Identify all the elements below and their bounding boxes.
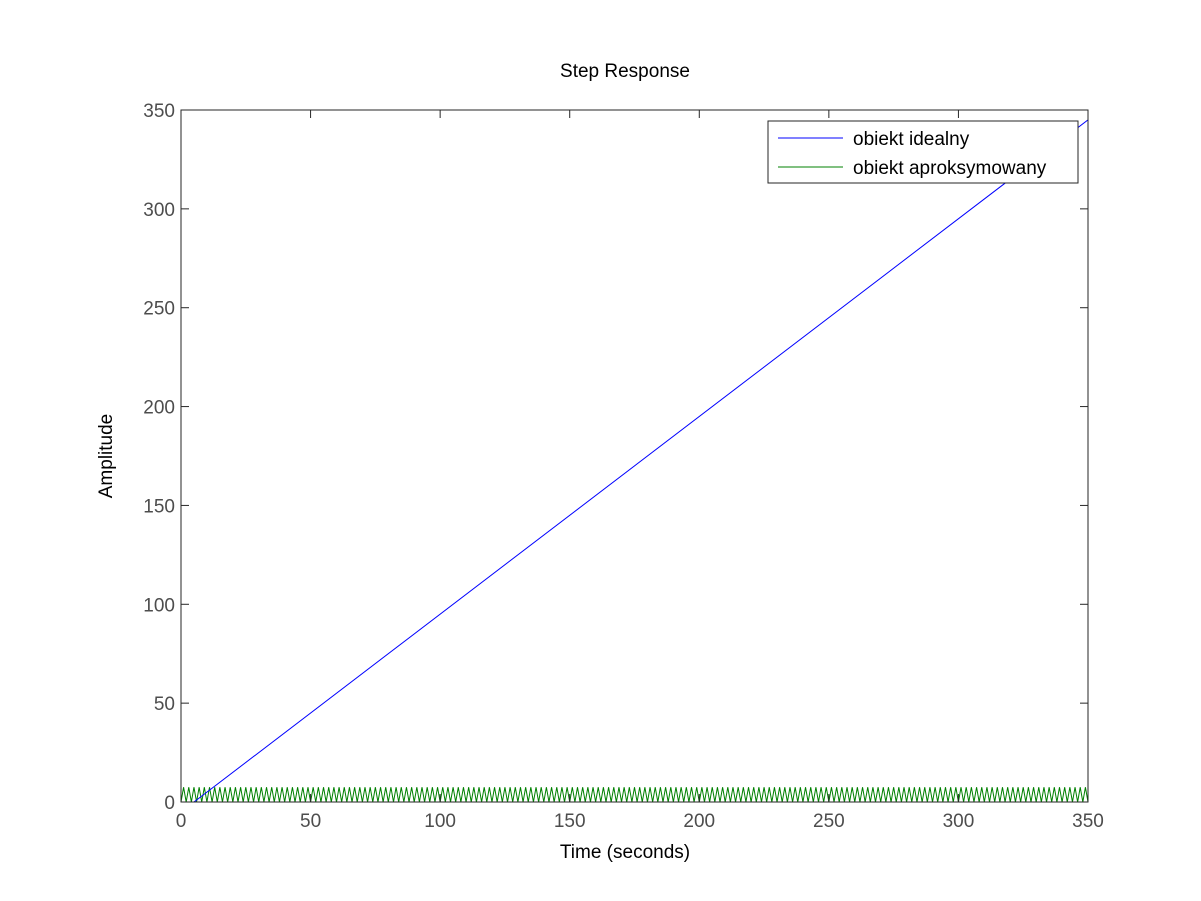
x-axis-label: Time (seconds) <box>560 842 690 863</box>
x-tick-label: 200 <box>683 811 715 832</box>
y-tick-label: 350 <box>143 101 175 122</box>
y-tick-label: 200 <box>143 398 175 419</box>
legend-label-series-1: obiekt idealny <box>853 129 970 150</box>
x-tick-label: 0 <box>176 811 187 832</box>
y-axis-label: Amplitude <box>96 414 117 499</box>
x-tick-label: 150 <box>554 811 586 832</box>
tick-layer: 0 50 100 150 200 250 300 350 0 50 100 150 200 250 300 3… <box>143 101 1104 832</box>
y-tick-label: 250 <box>143 299 175 320</box>
plot-frame <box>180 109 1089 803</box>
y-tick-label: 150 <box>143 496 175 517</box>
legend-label-series-2: obiekt aproksymowany <box>853 158 1047 179</box>
y-tick-label: 100 <box>143 595 175 616</box>
legend: obiekt idealny obiekt aproksymowany <box>767 120 1079 184</box>
x-tick-label: 300 <box>943 811 975 832</box>
x-tick-label: 100 <box>424 811 456 832</box>
x-tick-label: 350 <box>1072 811 1104 832</box>
chart-title: Step Response <box>560 61 690 82</box>
x-tick-label: 250 <box>813 811 845 832</box>
legend-box <box>767 120 1079 184</box>
y-tick-label: 0 <box>164 793 175 814</box>
y-tick-label: 50 <box>154 694 175 715</box>
x-tick-label: 50 <box>300 811 321 832</box>
series-line-obiekt-aproksymowany <box>180 787 1089 803</box>
y-tick-label: 300 <box>143 200 175 221</box>
